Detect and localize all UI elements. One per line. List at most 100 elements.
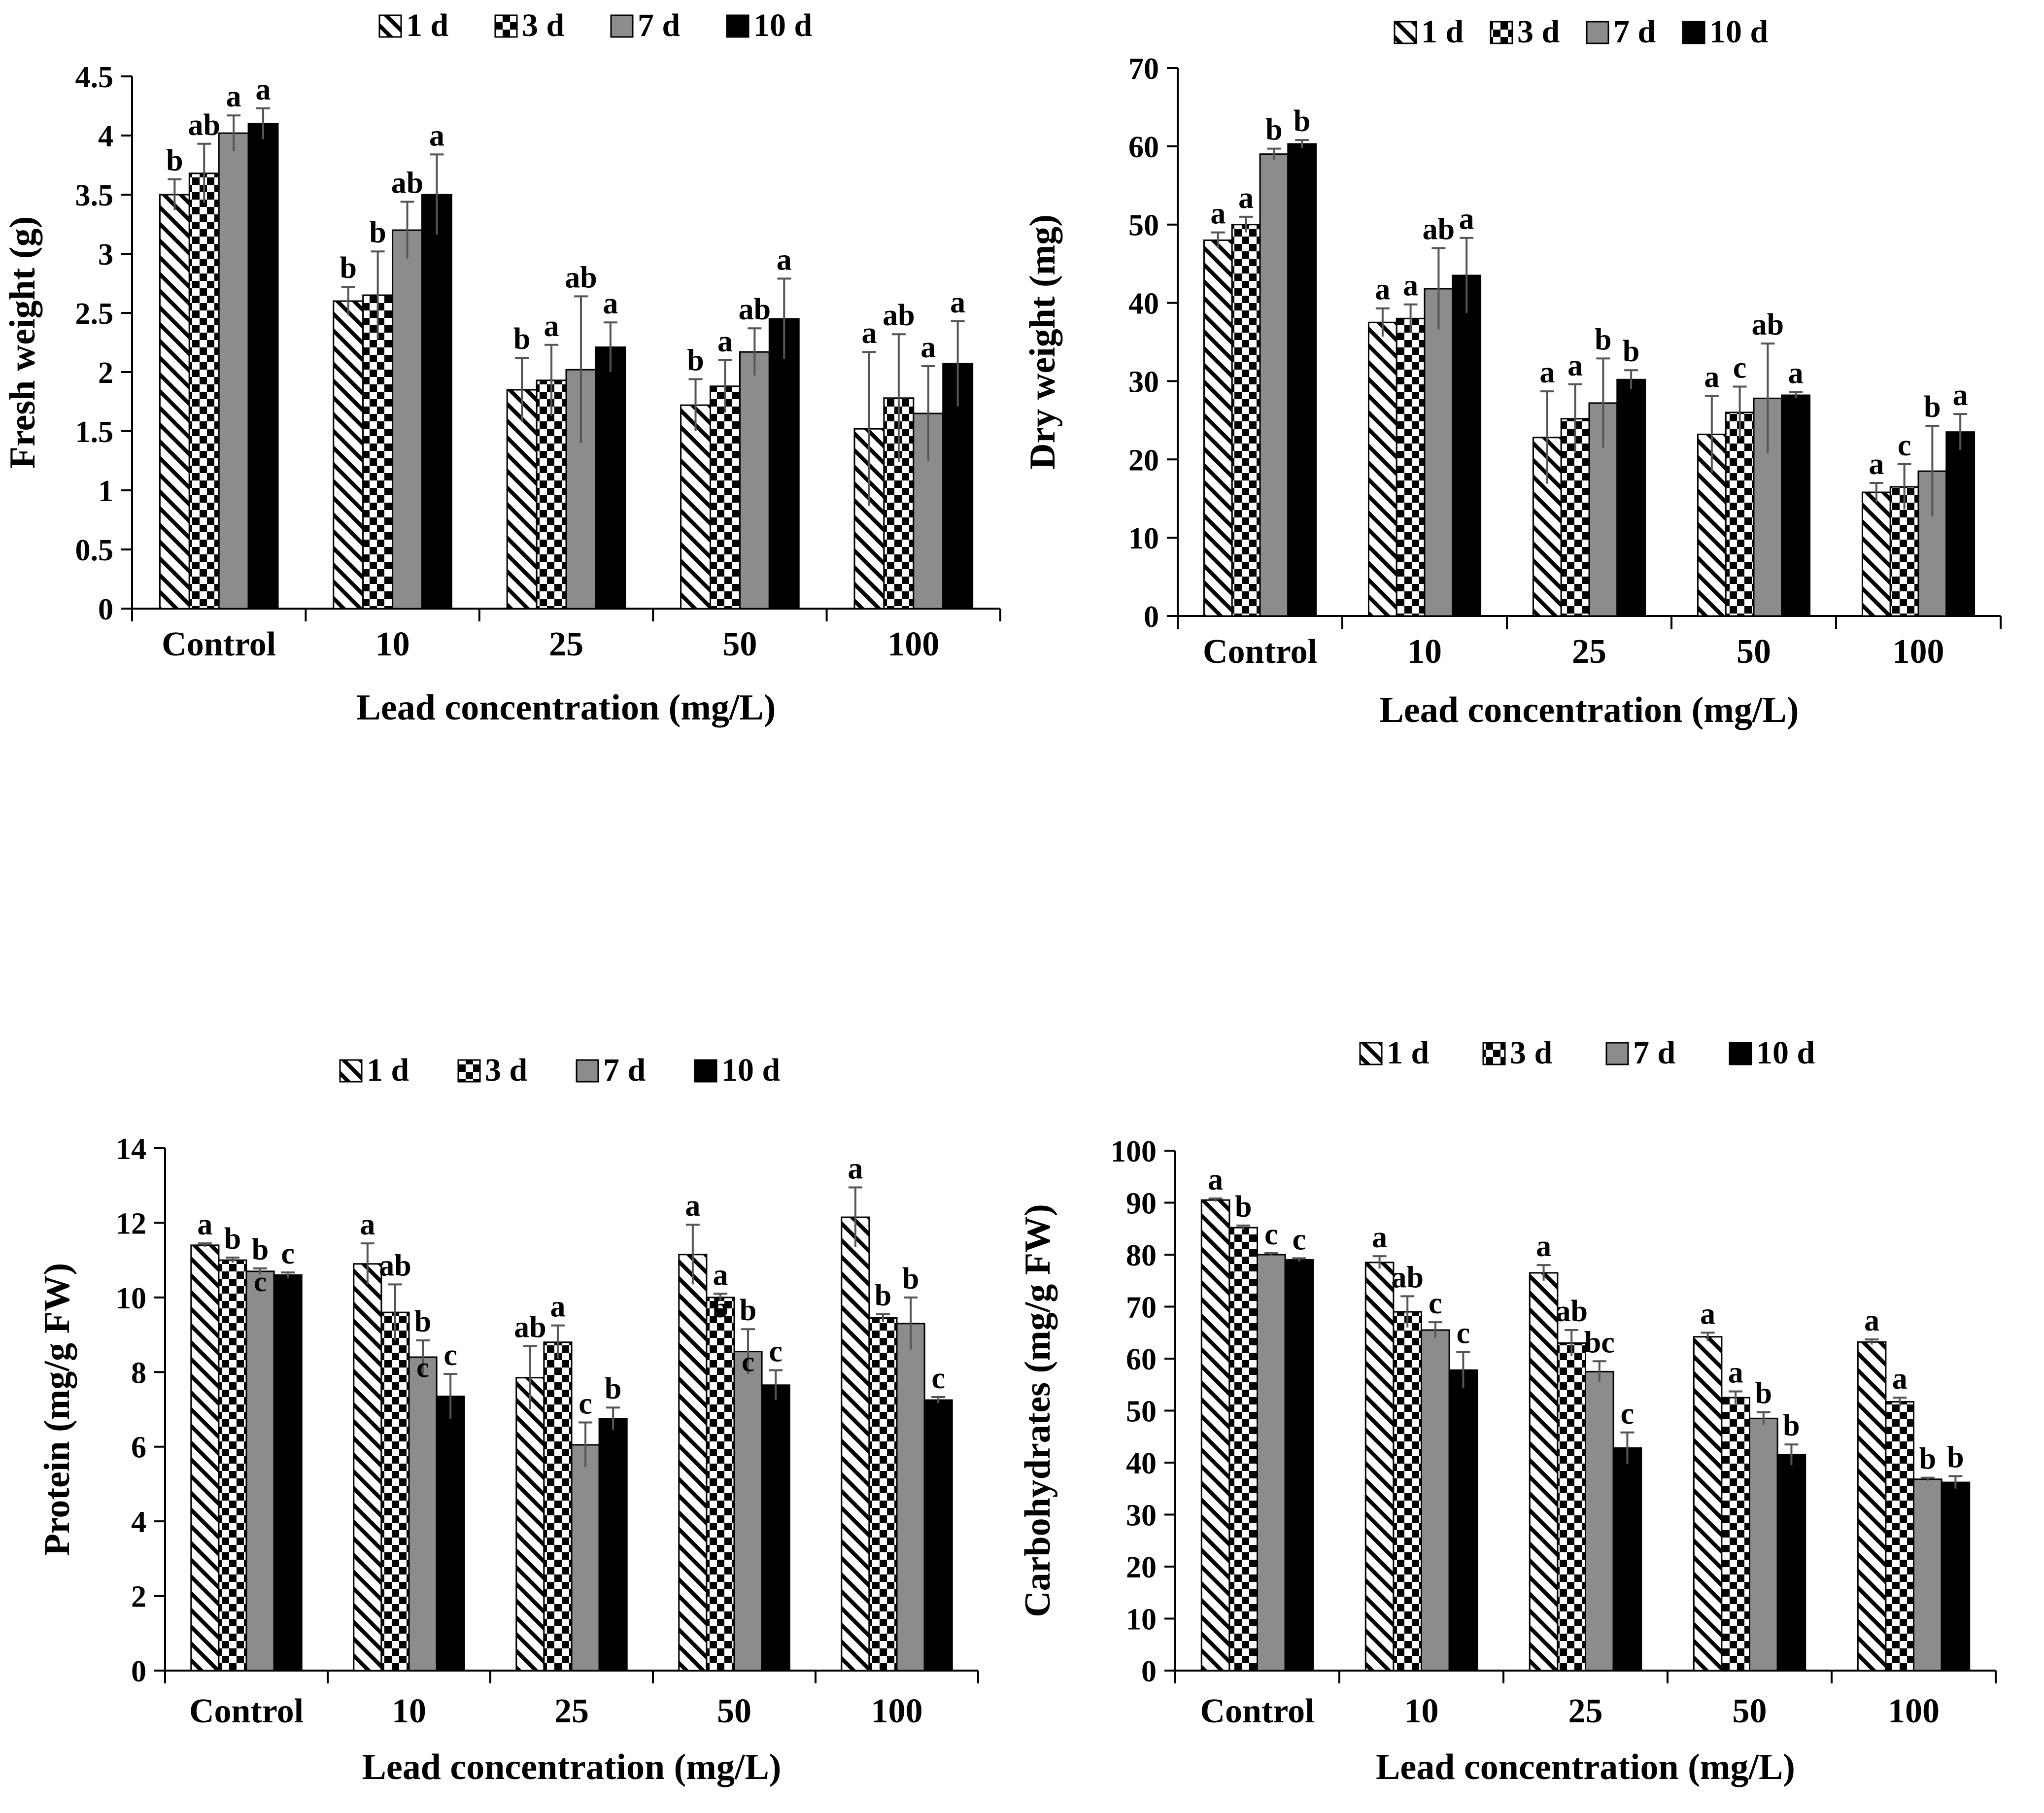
bar-10d-10	[1452, 274, 1482, 617]
significance-letter: b	[1235, 1190, 1252, 1224]
significance-letter: ab	[1391, 1261, 1423, 1294]
legend-label: 1 d	[367, 1052, 409, 1088]
bar-10d-10	[1448, 1369, 1478, 1672]
legend-swatch-1d	[339, 1059, 363, 1083]
y-tick-label: 80	[1126, 1239, 1157, 1272]
legend-swatch-7d	[610, 14, 634, 38]
x-axis-title: Lead concentration (mg/L)	[357, 687, 776, 728]
significance-letter: a	[848, 1152, 863, 1186]
y-tick-label: 20	[1128, 444, 1159, 477]
y-tick-label: 0	[1144, 600, 1159, 634]
bar-1d-25	[1529, 1272, 1559, 1672]
bar-10d-25	[1612, 1447, 1642, 1672]
bar-10d-25	[598, 1418, 628, 1672]
bar-3d-25	[536, 379, 567, 610]
significance-letter: c	[1898, 429, 1911, 462]
y-axis-title: Dry weight (mg)	[1022, 214, 1063, 470]
significance-letter: a	[1567, 349, 1583, 382]
y-tick-label: 70	[1128, 52, 1159, 86]
y-tick-label: 1.5	[75, 415, 114, 449]
bar-1d-10	[333, 300, 364, 610]
significance-letter: a	[1728, 1356, 1743, 1389]
bar-7d-Control	[1257, 1254, 1286, 1672]
x-tick-label: Control	[162, 625, 276, 663]
significance-letter: c	[769, 1335, 783, 1368]
y-tick-label: 4	[131, 1505, 146, 1539]
significance-letter: b	[1265, 113, 1282, 147]
bar-10d-100	[1945, 431, 1976, 617]
x-axis-title: Lead concentration (mg/L)	[1380, 690, 1799, 730]
y-tick-label: 10	[1126, 1603, 1157, 1637]
y-tick-label: 50	[1128, 209, 1159, 242]
significance-letter: b	[1924, 390, 1941, 424]
bar-7d-10	[408, 1356, 438, 1672]
x-tick-label: 100	[1888, 1692, 1940, 1730]
legend-label: 10 d	[1756, 1035, 1815, 1071]
significance-letter: c	[1621, 1397, 1635, 1431]
legend-label: 3 d	[1517, 14, 1560, 50]
significance-letter: c	[281, 1237, 295, 1270]
bar-3d-25	[543, 1341, 573, 1672]
y-tick-label: 40	[1126, 1447, 1157, 1480]
y-tick-label: 100	[1111, 1135, 1157, 1168]
bar-1d-25	[506, 389, 538, 610]
bar-3d-10	[380, 1311, 410, 1672]
significance-letter: b	[1294, 104, 1310, 138]
significance-letter: a	[685, 1189, 700, 1223]
y-tick-label: 3.5	[75, 179, 114, 212]
bar-7d-10	[1421, 1329, 1450, 1672]
legend-label: 3 d	[485, 1052, 527, 1088]
significance-letter: a	[603, 287, 618, 320]
bar-10d-10	[421, 194, 452, 610]
y-tick-label: 14	[116, 1132, 146, 1166]
bar-3d-Control	[1231, 224, 1261, 617]
significance-letter: b	[369, 216, 386, 249]
x-tick-label: 100	[1893, 633, 1944, 671]
bar-10d-Control	[1284, 1259, 1314, 1672]
significance-letter: a	[1864, 1304, 1879, 1337]
y-tick-label: 0	[131, 1655, 146, 1688]
y-tick-label: 2	[131, 1580, 146, 1614]
x-tick-label: 10	[392, 1692, 426, 1730]
significance-letter: b	[875, 1279, 891, 1312]
bar-3d-50	[709, 385, 741, 610]
bar-7d-10	[392, 229, 423, 610]
x-tick-label: 25	[1568, 1692, 1603, 1730]
y-tick-label: 0	[98, 593, 113, 626]
y-tick-label: 2.5	[75, 297, 114, 331]
legend-swatch-3d	[457, 1059, 481, 1083]
significance-letter: a	[550, 1290, 565, 1324]
bar-1d-10	[1364, 1262, 1395, 1672]
bar-3d-Control	[218, 1259, 247, 1672]
legend-swatch-7d	[576, 1059, 599, 1083]
significance-letter: a	[1539, 356, 1555, 389]
significance-letter: ab	[514, 1310, 546, 1344]
bar-10d-25	[595, 346, 626, 610]
legend-swatch-10d	[694, 1059, 717, 1083]
bar-1d-100	[841, 1216, 870, 1672]
x-tick-label: 50	[1733, 1692, 1767, 1730]
significance-letter: a	[861, 316, 877, 350]
legend-swatch-7d	[1605, 1042, 1629, 1065]
legend-swatch-10d	[1682, 21, 1705, 44]
y-tick-label: 0	[1141, 1655, 1157, 1688]
significance-letter: a	[1238, 181, 1254, 215]
significance-letter: b	[166, 144, 183, 177]
significance-letter: a	[1459, 203, 1474, 236]
significance-letter: ab	[188, 108, 220, 142]
y-tick-label: 3	[98, 238, 113, 272]
x-tick-label: 50	[717, 1692, 751, 1730]
significance-letter: b	[1783, 1409, 1800, 1442]
bar-10d-100	[923, 1399, 953, 1672]
significance-letter: a	[1700, 1297, 1715, 1331]
significance-letter: ab	[739, 293, 771, 326]
bar-10d-25	[1616, 378, 1646, 617]
bar-7d-50	[1749, 1417, 1778, 1672]
bar-1d-50	[1693, 1336, 1723, 1672]
x-tick-label: Control	[189, 1692, 304, 1730]
significance-letter: a	[1704, 361, 1719, 394]
y-tick-label: 8	[131, 1356, 146, 1390]
significance-letter: b	[1919, 1442, 1936, 1476]
x-axis-title: Lead concentration (mg/L)	[362, 1747, 782, 1787]
x-tick-label: 100	[871, 1692, 923, 1730]
